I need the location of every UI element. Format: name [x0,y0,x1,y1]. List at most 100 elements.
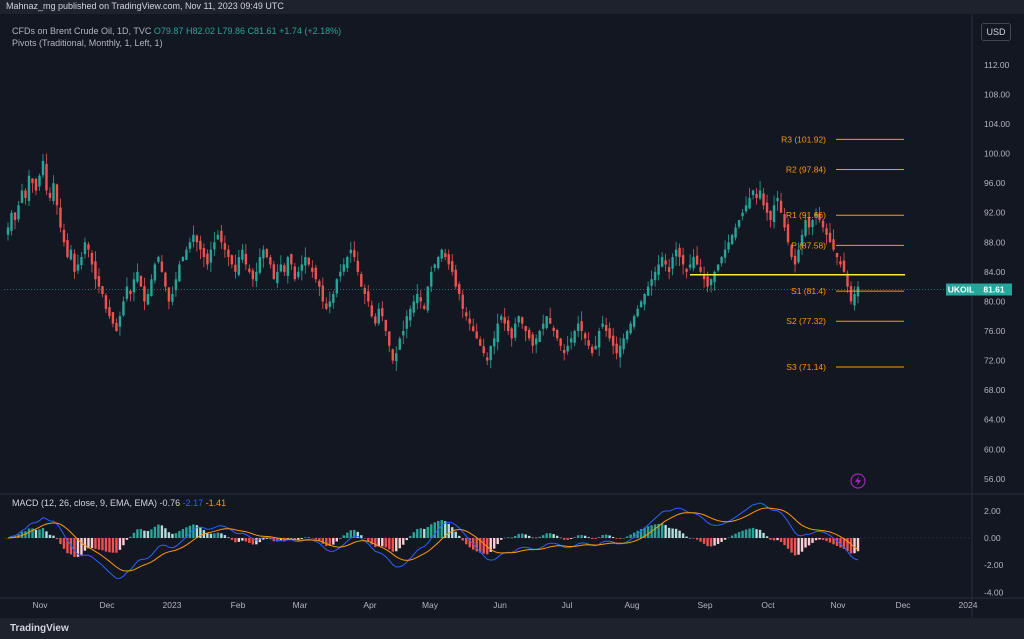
macd-histogram-bar [157,524,160,538]
candle-body [695,255,699,265]
candle-body [500,316,503,320]
candle-body [559,338,562,346]
candle-body [101,286,104,295]
tradingview-logo: TradingView [10,623,69,634]
candle-body [685,268,688,272]
macd-histogram-bar [685,536,688,538]
candle-body [363,287,366,295]
pivots-legend[interactable]: Pivots (Traditional, Monthly, 1, Left, 1… [12,38,163,48]
candle-body [115,322,118,332]
candle-body [748,197,751,209]
candle-body [800,234,804,247]
macd-histogram-bar [279,538,283,541]
macd-histogram-bar [76,538,80,557]
candle-body [20,190,24,203]
macd-histogram-bar [545,533,548,538]
candle-body [520,317,524,324]
candle-body [828,232,832,243]
macd-histogram-bar [814,538,818,541]
candle-body [13,212,17,221]
candle-body [674,249,678,257]
macd-histogram-bar [419,528,422,538]
macd-histogram-bar [856,538,860,552]
macd-histogram-bar [237,538,241,542]
macd-histogram-bar [604,534,608,538]
macd-histogram-bar [583,535,587,538]
low-value: L79.86 [217,26,246,36]
macd-histogram-bar [517,533,520,538]
macd-histogram-bar [541,535,545,538]
time-tick-label: Oct [761,600,775,610]
price-tick-label: 112.00 [984,60,1010,70]
candle-body [412,301,415,313]
macd-histogram-bar [335,538,339,542]
macd-histogram-bar [664,525,667,538]
candle-body [192,234,195,242]
macd-histogram-bar [643,527,646,538]
candle-body [283,265,286,272]
candle-body [402,331,405,336]
candle-body [437,257,440,269]
candle-body [181,257,185,262]
candle-body [594,345,597,350]
candle-body [367,291,370,302]
candle-body [171,294,174,302]
candle-body [318,280,321,287]
candle-body [531,334,534,346]
macd-histogram-bar [451,527,454,538]
candle-body [94,261,97,280]
candle-body [41,160,45,176]
macd-histogram-bar [482,538,485,554]
candle-body [31,178,34,184]
macd-histogram-bar [772,538,776,541]
macd-histogram-bar [325,538,328,546]
candle-body [48,192,52,198]
candle-body [300,264,304,271]
macd-histogram-bar [150,529,153,538]
candle-body [699,267,702,272]
candle-body [587,340,590,346]
macd-histogram-bar [307,537,311,538]
macd-histogram-bar [618,538,622,539]
candle-body [636,308,639,317]
candle-body [199,240,202,250]
macd-histogram-bar [248,538,251,543]
time-tick-label: Sep [697,600,712,610]
candle-body [632,316,636,327]
macd-histogram-bar [83,538,87,551]
candle-body [136,271,139,282]
macd-histogram-bar [552,534,555,538]
macd-histogram-bar [59,538,62,545]
macd-histogram-bar [629,534,632,538]
macd-histogram-bar [111,538,115,553]
candle-body [265,249,269,258]
macd-histogram-bar [762,532,765,538]
macd-histogram-bar [230,538,234,540]
macd-histogram-bar [594,538,597,540]
macd-histogram-bar [493,538,496,549]
ticker-symbol-text: UKOIL [948,285,974,295]
candle-body [118,316,122,327]
candle-body [104,295,108,309]
candle-body [80,257,83,266]
candle-body [737,220,741,227]
macd-histogram-bar [520,533,524,538]
candle-body [328,301,332,307]
candle-body [667,267,671,272]
macd-histogram-bar [167,532,171,538]
macd-histogram-bar [188,525,192,538]
candle-body [566,345,569,352]
currency-button[interactable]: USD [981,23,1011,41]
open-value: O79.87 [153,26,184,36]
candle-body [625,331,629,340]
macd-legend[interactable]: MACD (12, 26, close, 9, EMA, EMA) -0.76 … [12,498,226,508]
macd-histogram-bar [374,538,377,548]
macd-histogram-bar [87,538,90,549]
macd-histogram-bar [269,538,272,540]
macd-histogram-bar [744,529,748,538]
candle-body [716,264,720,271]
ticker-symbol-tag [946,283,976,296]
macd-histogram-bar [702,538,706,544]
time-tick-label: Nov [830,600,846,610]
